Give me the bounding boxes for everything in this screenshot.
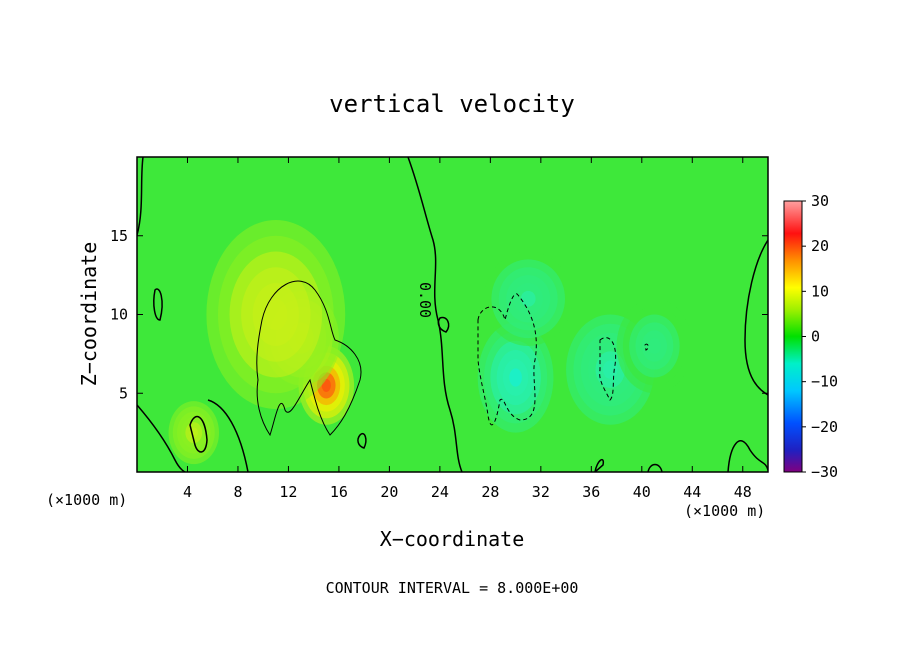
x-tick-label: 16 — [330, 483, 348, 501]
x-axis-title: X−coordinate — [380, 527, 525, 551]
colorbar-tick-label: −30 — [811, 463, 838, 481]
colorbar-tick-label: 20 — [811, 237, 829, 255]
y-axis-title: Z−coordinate — [77, 242, 101, 387]
x-tick-label: 8 — [233, 483, 242, 501]
x-tick-label: 28 — [481, 483, 499, 501]
velocity-field — [168, 220, 693, 465]
chart-title: vertical velocity — [329, 90, 575, 118]
contour-lines: 0.00 — [137, 157, 768, 472]
zero-contour — [137, 404, 186, 472]
x-tick-label: 48 — [734, 483, 752, 501]
colorbar-tick-label: −20 — [811, 418, 838, 436]
negative-contour — [477, 293, 537, 426]
zero-contour — [189, 415, 208, 453]
zero-contour — [437, 316, 450, 333]
y-tick-label: 5 — [119, 384, 128, 402]
x-tick-label: 40 — [633, 483, 651, 501]
colorbar-tick-label: 0 — [811, 328, 820, 346]
x-tick-label: 24 — [431, 483, 449, 501]
negative-contour — [644, 343, 649, 351]
x-tick-label: 44 — [683, 483, 701, 501]
zero-contour — [407, 157, 463, 472]
colorbar-tick-label: 10 — [811, 282, 829, 300]
updraft-layer — [264, 298, 288, 331]
x-unit-right: (×1000 m) — [684, 502, 765, 520]
y-tick-label: 10 — [110, 306, 128, 324]
x-tick-label: 36 — [582, 483, 600, 501]
downdraft-layer — [520, 290, 536, 307]
y-tick-label: 15 — [110, 227, 128, 245]
zero-contour — [256, 280, 362, 437]
zero-contour — [744, 239, 768, 396]
zero-contour — [647, 463, 663, 472]
downdraft-region — [484, 251, 573, 346]
colorbar-ticks: 30 20 10 0 −10 −20 −30 — [802, 192, 838, 481]
downdraft-layer — [509, 368, 522, 387]
zero-contour — [357, 433, 367, 449]
updraft-region — [206, 220, 346, 409]
downdraft-region — [616, 298, 693, 394]
colorbar-tick-label: −10 — [811, 373, 838, 391]
zero-contour — [727, 440, 768, 472]
colorbar-tick-label: 30 — [811, 192, 829, 210]
x-tick-label: 20 — [380, 483, 398, 501]
x-tick-label: 12 — [279, 483, 297, 501]
zero-contour — [153, 288, 163, 321]
x-unit-left: (×1000 m) — [46, 491, 127, 509]
zero-contour — [207, 399, 249, 472]
downdraft-layer — [648, 338, 661, 354]
colorbar — [783, 200, 803, 473]
negative-contour — [599, 337, 617, 401]
contour-label: 0.00 — [416, 282, 434, 318]
downdraft-layer — [602, 360, 618, 379]
x-tick-label: 32 — [532, 483, 550, 501]
x-tick-label: 4 — [183, 483, 192, 501]
zero-contour — [137, 157, 144, 236]
updraft-region — [168, 401, 220, 465]
zero-contour — [594, 458, 605, 472]
contour-interval-note: CONTOUR INTERVAL = 8.000E+00 — [326, 579, 579, 597]
